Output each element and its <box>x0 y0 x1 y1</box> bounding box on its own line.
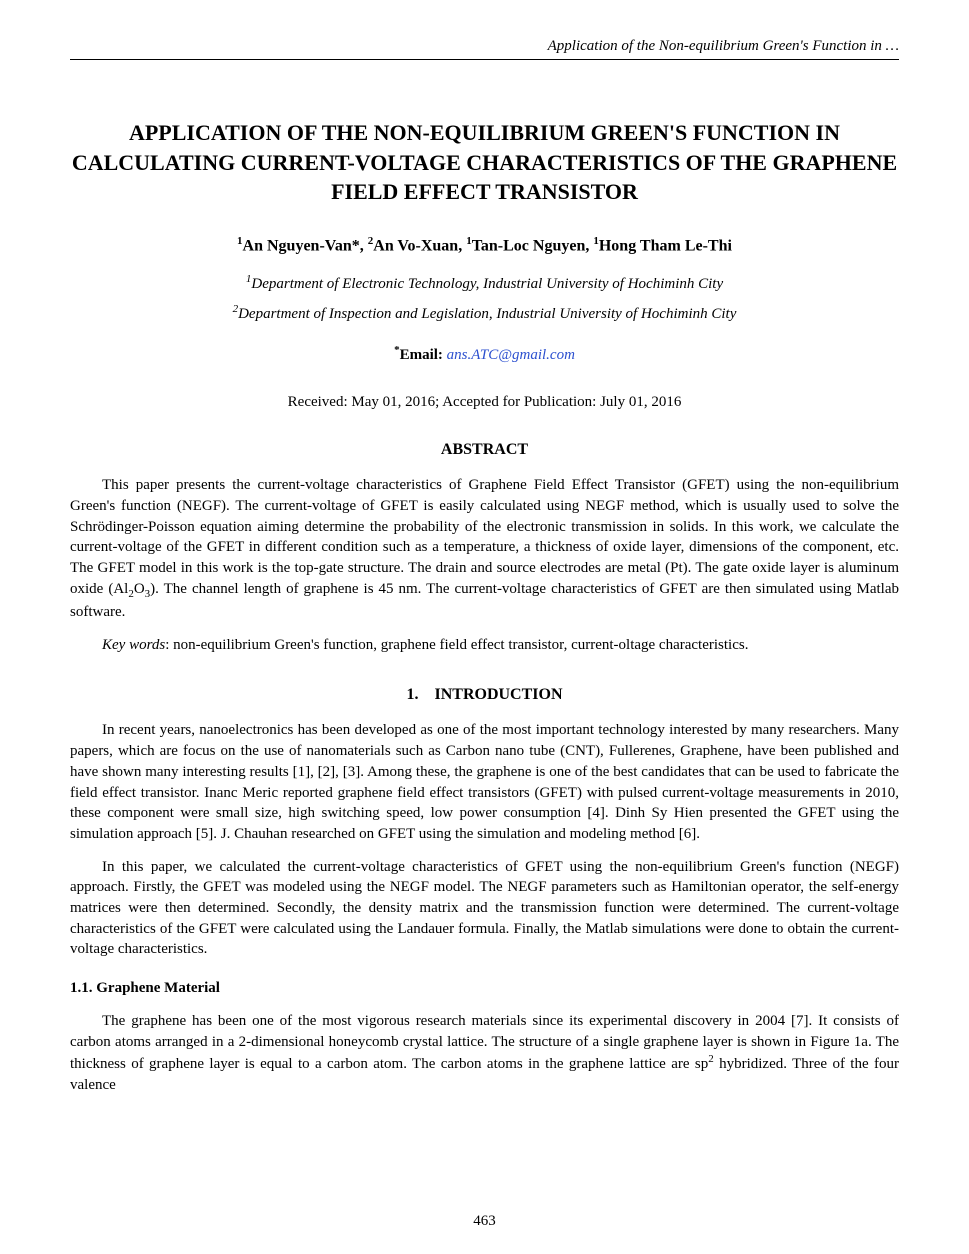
section-1-heading: 1. INTRODUCTION <box>70 686 899 704</box>
subsection-1-1-heading: 1.1. Graphene Material <box>70 980 899 997</box>
email-line: *Email: ans.ATC@gmail.com <box>70 344 899 364</box>
page-container: Application of the Non-equilibrium Green… <box>0 0 969 1254</box>
affiliations: 1Department of Electronic Technology, In… <box>70 269 899 328</box>
authors-line: 1An Nguyen-Van*, 2An Vo-Xuan, 1Tan-Loc N… <box>70 235 899 255</box>
keywords: Key words: non-equilibrium Green's funct… <box>70 635 899 657</box>
page-number: 463 <box>0 1213 969 1230</box>
paragraph-1-1: The graphene has been one of the most vi… <box>70 1011 899 1096</box>
intro-paragraph-1: In recent years, nanoelectronics has bee… <box>70 720 899 844</box>
abstract-body: This paper presents the current-voltage … <box>70 475 899 622</box>
submission-dates: Received: May 01, 2016; Accepted for Pub… <box>70 394 899 411</box>
keywords-label: Key words <box>102 637 165 653</box>
running-header: Application of the Non-equilibrium Green… <box>70 38 899 60</box>
abstract-heading: ABSTRACT <box>70 441 899 459</box>
email-label: Email: <box>400 347 443 363</box>
keywords-text: : non-equilibrium Green's function, grap… <box>165 637 748 653</box>
email-link[interactable]: ans.ATC@gmail.com <box>447 347 575 363</box>
paper-title: APPLICATION OF THE NON-EQUILIBRIUM GREEN… <box>70 118 899 207</box>
intro-paragraph-2: In this paper, we calculated the current… <box>70 857 899 960</box>
